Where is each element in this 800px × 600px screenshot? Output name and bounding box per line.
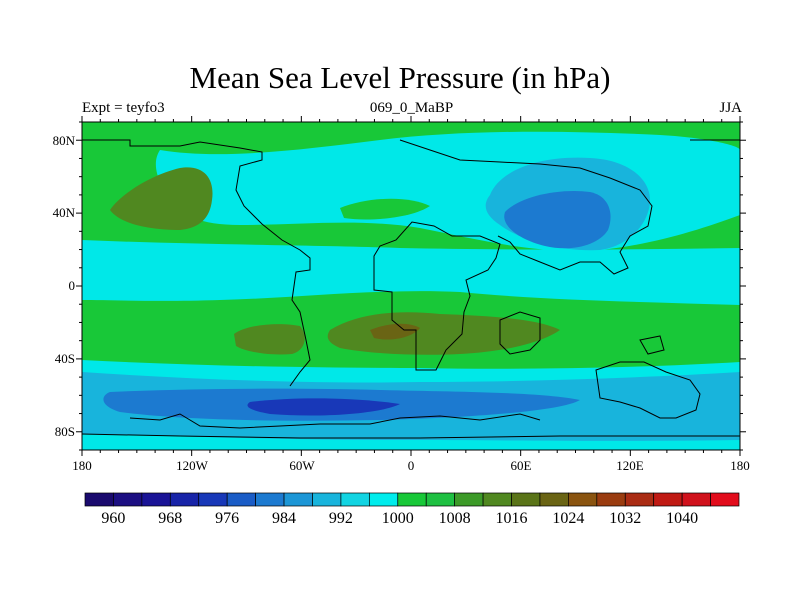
lat-label-80n: 80N (52, 133, 75, 148)
lon-label-60e: 60E (510, 458, 532, 473)
contour-1016-south-atl (234, 324, 305, 355)
colorbar-swatch (141, 492, 171, 507)
colorbar-swatch (681, 492, 711, 507)
lon-label-180e: 180 (730, 458, 750, 473)
colorbar-swatch (368, 492, 399, 507)
colorbar-swatch (653, 492, 683, 507)
colorbar-swatch (511, 492, 541, 507)
colorbar-swatch (283, 492, 313, 507)
coastlines (82, 139, 740, 439)
colorbar-swatch (113, 492, 143, 507)
contour-1000-tropics (82, 240, 740, 305)
colorbar-label: 1040 (666, 510, 699, 527)
colorbar-swatch (84, 492, 114, 507)
lon-label-120e: 120E (616, 458, 644, 473)
colorbar-swatch (710, 492, 740, 507)
colorbar-swatch (425, 492, 456, 507)
colorbar-swatch (397, 492, 427, 507)
lon-label-60w: 60W (289, 458, 315, 473)
lat-label-40n: 40N (52, 205, 75, 220)
colorbar-swatch (568, 492, 598, 507)
colorbar-swatch (340, 492, 370, 507)
colorbar (84, 492, 740, 507)
run-label: 069_0_MaBP (369, 100, 454, 116)
lat-label-40s: 40S (54, 351, 75, 366)
colorbar-swatch (169, 492, 200, 507)
lon-label-0: 0 (407, 458, 415, 473)
colorbar-swatch (226, 492, 256, 507)
colorbar-label: 976 (215, 510, 240, 527)
map-title: Mean Sea Level Pressure (in hPa) (189, 60, 611, 95)
colorbar-label: 1016 (495, 510, 528, 527)
pressure-field (82, 122, 740, 450)
colorbar-swatch (596, 492, 626, 507)
colorbar-swatch (539, 492, 569, 507)
contour-1016-pacific (110, 167, 213, 230)
lat-label-80s: 80S (54, 424, 75, 439)
colorbar-swatch (624, 492, 655, 507)
colorbar-label: 984 (272, 510, 297, 527)
lat-label-0: 0 (68, 278, 76, 293)
colorbar-label: 1000 (381, 510, 414, 527)
colorbar-label: 968 (158, 510, 183, 527)
lon-label-180w: 180 (72, 458, 92, 473)
colorbar-label: 1032 (609, 510, 642, 527)
colorbar-swatch (312, 492, 342, 507)
contour-976-south (247, 398, 400, 416)
colorbar-label: 992 (328, 510, 353, 527)
colorbar-swatch (255, 492, 285, 507)
contour-1008-atl (340, 198, 430, 220)
experiment-label: Expt = teyfo3 (82, 100, 165, 116)
lon-label-120w: 120W (176, 458, 208, 473)
contour-1024-south-ind (370, 323, 420, 340)
axis-ticks (76, 116, 746, 456)
colorbar-swatch (482, 492, 512, 507)
colorbar-label: 1008 (438, 510, 471, 527)
season-label: JJA (719, 100, 742, 116)
colorbar-label: 1024 (552, 510, 585, 527)
contour-992-asia (504, 190, 611, 249)
colorbar-label: 960 (101, 510, 126, 527)
colorbar-swatch (198, 492, 228, 507)
colorbar-swatch (454, 492, 484, 507)
contour-1016-south-ind (327, 312, 560, 355)
